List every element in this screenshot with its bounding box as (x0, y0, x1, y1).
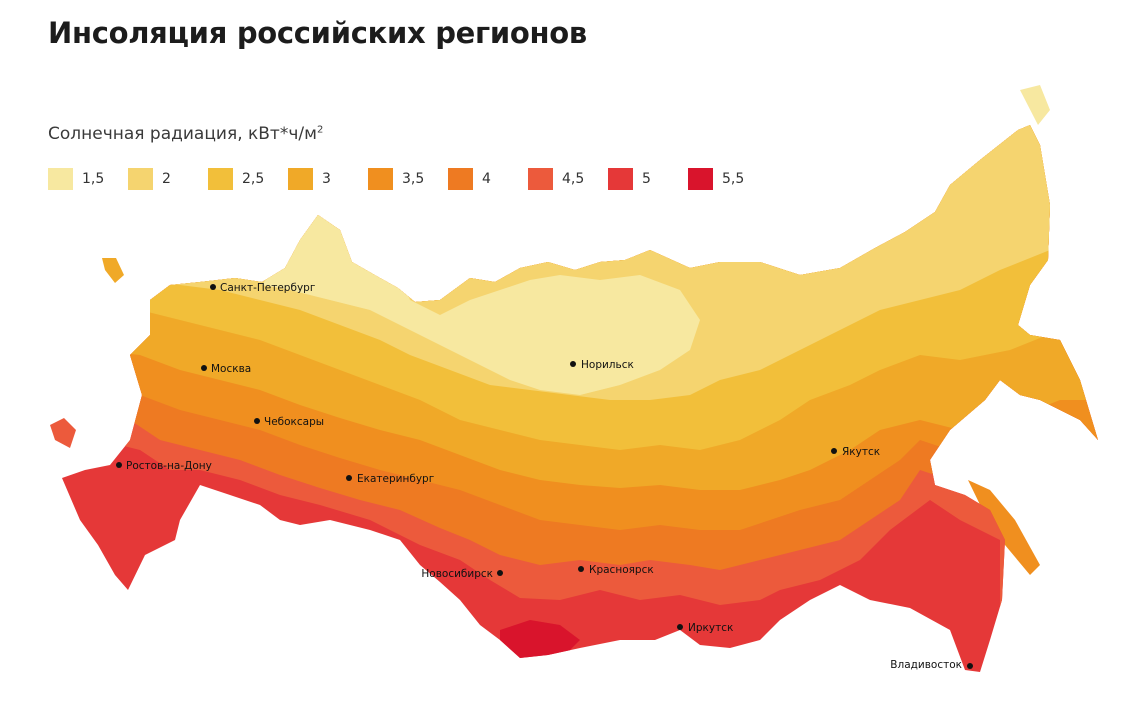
city-dot (570, 361, 576, 367)
city-dot (578, 566, 584, 572)
city-dot (116, 462, 122, 468)
city-dot (201, 365, 207, 371)
city-dot (497, 570, 503, 576)
legend-swatch (688, 168, 713, 190)
legend-item: 5,5 (688, 168, 768, 190)
legend-swatch (288, 168, 313, 190)
legend-label: 3 (322, 171, 331, 187)
legend-swatch (128, 168, 153, 190)
legend-swatch (368, 168, 393, 190)
legend: 1,5 2 2,5 3 3,5 4 4,5 5 5,5 (48, 168, 768, 190)
legend-label: 5 (642, 171, 651, 187)
city-krasnoyarsk: Красноярск (578, 564, 654, 576)
legend-title-text: Солнечная радиация, кВт*ч/м (48, 124, 317, 144)
city-vladivostok: Владивосток (890, 659, 973, 671)
city-label: Новосибирск (421, 568, 493, 580)
city-saint-petersburg: Санкт-Петербург (210, 282, 315, 294)
legend-item: 3 (288, 168, 368, 190)
city-yakutsk: Якутск (831, 446, 880, 458)
city-norilsk: Норильск (570, 359, 634, 371)
city-irkutsk: Иркутск (677, 622, 733, 634)
city-rostov-on-don: Ростов-на-Дону (116, 460, 212, 472)
city-label: Норильск (581, 359, 634, 371)
city-label: Санкт-Петербург (220, 282, 315, 294)
legend-item: 2,5 (208, 168, 288, 190)
legend-swatch (48, 168, 73, 190)
legend-label: 4,5 (562, 171, 585, 187)
legend-title-sup: 2 (316, 124, 324, 136)
city-novosibirsk: Новосибирск (421, 568, 503, 580)
legend-label: 5,5 (722, 171, 745, 187)
city-label: Ростов-на-Дону (126, 460, 212, 472)
novaya-zemlya-tip (102, 258, 124, 283)
legend-item: 4 (448, 168, 528, 190)
city-cheboksary: Чебоксары (254, 416, 324, 428)
city-label: Москва (211, 363, 251, 375)
kaliningrad-exclave (50, 418, 76, 448)
city-dot (967, 663, 973, 669)
city-label: Екатеринбург (357, 473, 434, 485)
city-dot (831, 448, 837, 454)
legend-swatch (528, 168, 553, 190)
city-dot (210, 284, 216, 290)
city-dot (677, 624, 683, 630)
legend-item: 2 (128, 168, 208, 190)
legend-item: 3,5 (368, 168, 448, 190)
city-label: Якутск (842, 446, 880, 458)
city-moscow: Москва (201, 363, 251, 375)
kamchatka-tip (1020, 85, 1050, 125)
legend-title: Солнечная радиация, кВт*ч/м2 (48, 124, 323, 144)
city-yekaterinburg: Екатеринбург (346, 473, 434, 485)
city-label: Иркутск (688, 622, 733, 634)
page-title: Инсоляция российских регионов (48, 16, 587, 50)
legend-label: 1,5 (82, 171, 105, 187)
sakhalin-island (968, 480, 1040, 575)
city-label: Красноярск (589, 564, 654, 576)
legend-label: 4 (482, 171, 491, 187)
city-label: Чебоксары (264, 416, 324, 428)
legend-swatch (208, 168, 233, 190)
city-markers: Санкт-Петербург Москва Чебоксары Ростов-… (116, 282, 973, 671)
legend-label: 2,5 (242, 171, 265, 187)
city-dot (254, 418, 260, 424)
legend-item: 4,5 (528, 168, 608, 190)
legend-item: 5 (608, 168, 688, 190)
city-dot (346, 475, 352, 481)
legend-label: 3,5 (402, 171, 425, 187)
legend-item: 1,5 (48, 168, 128, 190)
legend-label: 2 (162, 171, 171, 187)
legend-swatch (608, 168, 633, 190)
legend-swatch (448, 168, 473, 190)
city-label: Владивосток (890, 659, 962, 671)
